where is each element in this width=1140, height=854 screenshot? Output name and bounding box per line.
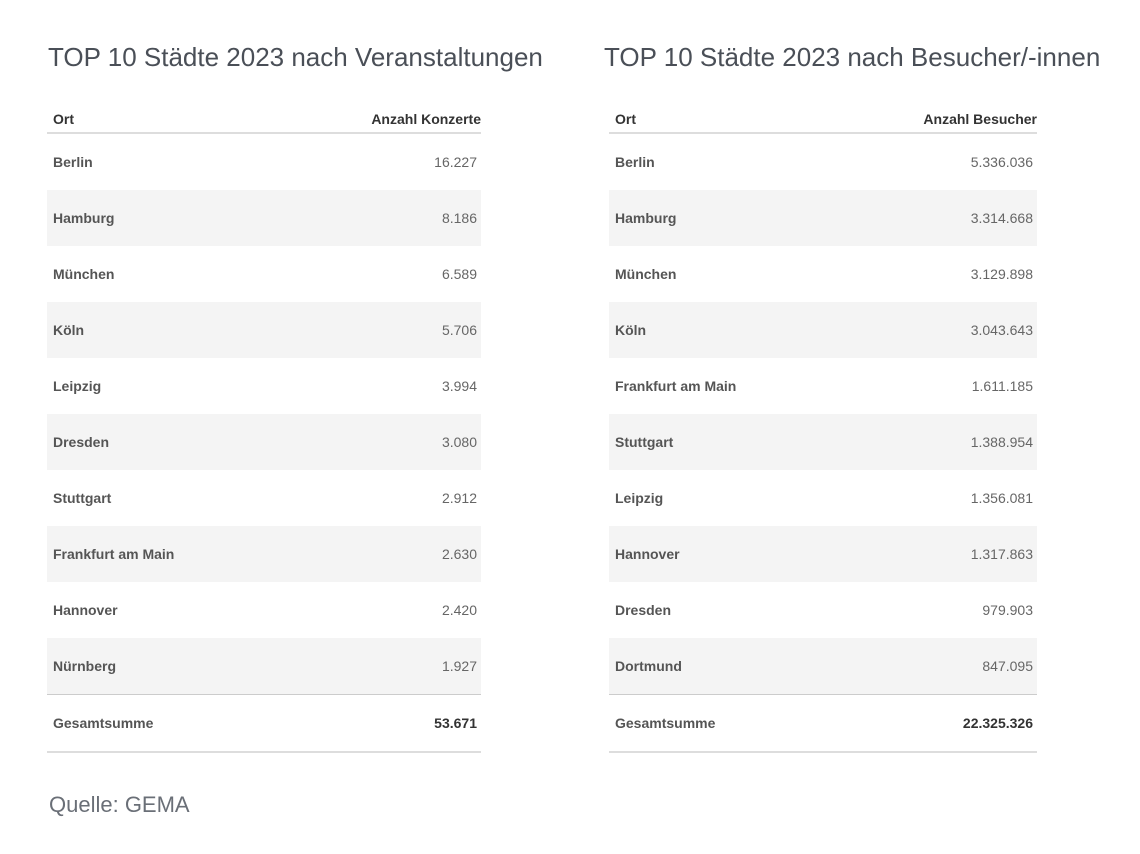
place-cell: Leipzig xyxy=(615,490,664,506)
table-row: München 3.129.898 xyxy=(609,246,1037,302)
table-row: Berlin 5.336.036 xyxy=(609,133,1037,190)
value-cell: 2.420 xyxy=(441,602,477,618)
total-row: Gesamtsumme 53.671 xyxy=(47,694,481,753)
place-cell: Dresden xyxy=(47,414,280,470)
table-row: Hamburg 3.314.668 xyxy=(609,190,1037,246)
value-cell: 3.314.668 xyxy=(834,190,1037,246)
place-cell: Frankfurt am Main xyxy=(615,378,737,394)
place-cell: Köln xyxy=(47,302,280,358)
table-row: Dresden 3.080 xyxy=(47,414,481,470)
place-cell: Berlin xyxy=(615,154,655,170)
value-cell: 8.186 xyxy=(279,190,481,246)
table-row: Dresden 979.903 xyxy=(609,582,1037,638)
value-cell: 3.129.898 xyxy=(970,266,1033,282)
visitors-table: Ort Anzahl Besucher Berlin 5.336.036 Hambu… xyxy=(609,105,1037,753)
value-cell: 6.589 xyxy=(441,266,477,282)
column-header-place: Ort xyxy=(47,105,280,134)
table-row: Stuttgart 1.388.954 xyxy=(609,414,1037,470)
place-cell: Dortmund xyxy=(609,638,835,695)
table-row: Hannover 1.317.863 xyxy=(609,526,1037,582)
value-cell: 5.706 xyxy=(279,302,481,358)
value-cell: 16.227 xyxy=(434,154,477,170)
total-value: 22.325.326 xyxy=(834,694,1037,753)
right-table-title: TOP 10 Städte 2023 nach Besucher/-innen xyxy=(604,42,1101,72)
place-cell: Leipzig xyxy=(53,378,102,394)
total-label: Gesamtsumme xyxy=(47,694,280,753)
total-row: Gesamtsumme 22.325.326 xyxy=(609,694,1037,753)
place-cell: Stuttgart xyxy=(609,414,835,470)
column-header-place: Ort xyxy=(609,105,835,134)
table-row: Dortmund 847.095 xyxy=(609,638,1037,695)
place-cell: Hannover xyxy=(609,526,835,582)
place-cell: Hamburg xyxy=(609,190,835,246)
table-row: Hamburg 8.186 xyxy=(47,190,481,246)
table-row: Köln 5.706 xyxy=(47,302,481,358)
table-row: Leipzig 1.356.081 xyxy=(609,470,1037,526)
value-cell: 3.043.643 xyxy=(834,302,1037,358)
table-row: Köln 3.043.643 xyxy=(609,302,1037,358)
value-cell: 1.317.863 xyxy=(834,526,1037,582)
table-row: Frankfurt am Main 1.611.185 xyxy=(609,358,1037,414)
table-row: Leipzig 3.994 xyxy=(47,358,481,414)
place-cell: München xyxy=(53,266,115,282)
place-cell: Hamburg xyxy=(47,190,280,246)
place-cell: Frankfurt am Main xyxy=(47,526,280,582)
table-row: München 6.589 xyxy=(47,246,481,302)
column-header-concerts: Anzahl Konzerte xyxy=(279,105,481,134)
value-cell: 1.611.185 xyxy=(971,378,1033,394)
concerts-table: Ort Anzahl Konzerte Berlin 16.227 Hamburg 8… xyxy=(47,105,481,753)
value-cell: 3.080 xyxy=(279,414,481,470)
value-cell: 1.356.081 xyxy=(970,490,1033,506)
value-cell: 5.336.036 xyxy=(970,154,1033,170)
place-cell: Berlin xyxy=(53,154,93,170)
place-cell: Dresden xyxy=(615,602,672,618)
total-label: Gesamtsumme xyxy=(609,694,835,753)
value-cell: 2.912 xyxy=(441,490,477,506)
table-row: Frankfurt am Main 2.630 xyxy=(47,526,481,582)
left-table-title: TOP 10 Städte 2023 nach Veranstaltungen xyxy=(48,42,543,72)
place-cell: Hannover xyxy=(53,602,118,618)
total-value: 53.671 xyxy=(279,694,481,753)
value-cell: 847.095 xyxy=(834,638,1037,695)
table-row: Stuttgart 2.912 xyxy=(47,470,481,526)
table-row: Nürnberg 1.927 xyxy=(47,638,481,695)
place-cell: Nürnberg xyxy=(47,638,280,695)
value-cell: 3.994 xyxy=(441,378,477,394)
place-cell: München xyxy=(615,266,677,282)
value-cell: 979.903 xyxy=(982,602,1033,618)
place-cell: Köln xyxy=(609,302,835,358)
table-row: Berlin 16.227 xyxy=(47,133,481,190)
source-note: Quelle: GEMA xyxy=(49,792,190,817)
column-header-visitors: Anzahl Besucher xyxy=(834,105,1037,134)
table-row: Hannover 2.420 xyxy=(47,582,481,638)
value-cell: 1.388.954 xyxy=(834,414,1037,470)
place-cell: Stuttgart xyxy=(53,490,112,506)
value-cell: 2.630 xyxy=(279,526,481,582)
value-cell: 1.927 xyxy=(279,638,481,695)
